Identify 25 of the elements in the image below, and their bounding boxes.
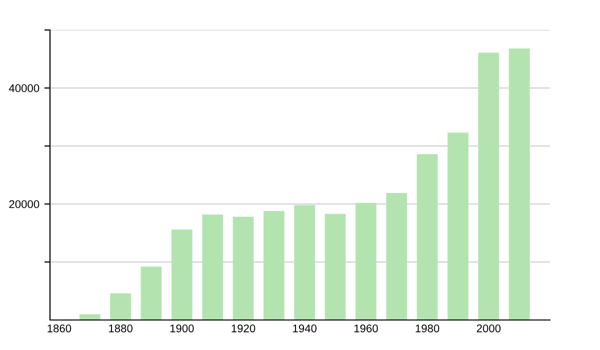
bar [508, 48, 530, 320]
x-tick-label: 1940 [293, 324, 317, 332]
x-tick-label: 1920 [232, 324, 256, 332]
bar [356, 202, 376, 320]
bar [232, 216, 254, 320]
bar [79, 314, 100, 320]
bar [416, 154, 438, 320]
x-tick-label: 1860 [48, 324, 72, 332]
x-tick-label: 1900 [170, 324, 194, 332]
y-tick-label: 40000 [8, 84, 40, 92]
bar [448, 132, 468, 320]
x-tick-label: 1980 [416, 324, 440, 332]
y-tick-label: 20000 [9, 200, 40, 208]
bar [171, 230, 192, 320]
bar [140, 266, 162, 320]
x-tick-label: 2000 [476, 324, 501, 332]
bar [202, 214, 224, 320]
bar [110, 293, 131, 320]
bar [263, 210, 284, 320]
bar [386, 192, 408, 320]
x-tick-label: 1880 [109, 324, 132, 332]
bar [294, 205, 316, 320]
bar [324, 214, 346, 320]
x-tick-label: 1960 [354, 324, 378, 332]
bar [478, 52, 500, 320]
